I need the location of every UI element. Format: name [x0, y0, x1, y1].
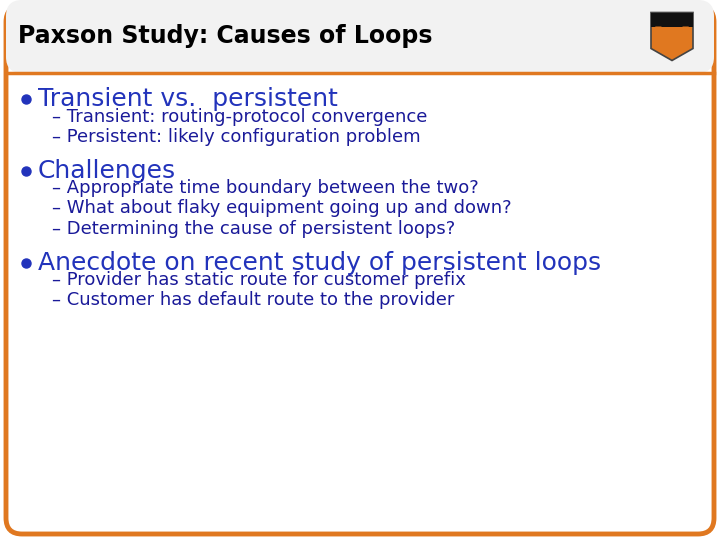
Polygon shape [651, 12, 693, 26]
Text: – Provider has static route for customer prefix: – Provider has static route for customer… [52, 271, 466, 289]
Polygon shape [651, 12, 693, 60]
FancyBboxPatch shape [6, 6, 714, 534]
Text: – Customer has default route to the provider: – Customer has default route to the prov… [52, 291, 454, 309]
Text: Challenges: Challenges [38, 159, 176, 183]
Text: – Determining the cause of persistent loops?: – Determining the cause of persistent lo… [52, 220, 455, 238]
Polygon shape [655, 26, 689, 40]
Text: – Appropriate time boundary between the two?: – Appropriate time boundary between the … [52, 179, 479, 197]
Text: Anecdote on recent study of persistent loops: Anecdote on recent study of persistent l… [38, 251, 601, 275]
Text: Paxson Study: Causes of Loops: Paxson Study: Causes of Loops [18, 24, 433, 49]
Text: – Persistent: likely configuration problem: – Persistent: likely configuration probl… [52, 128, 420, 146]
Text: – What about flaky equipment going up and down?: – What about flaky equipment going up an… [52, 199, 512, 218]
FancyBboxPatch shape [6, 0, 714, 73]
Text: – Transient: routing-protocol convergence: – Transient: routing-protocol convergenc… [52, 107, 428, 126]
Text: Transient vs.  persistent: Transient vs. persistent [38, 87, 338, 111]
